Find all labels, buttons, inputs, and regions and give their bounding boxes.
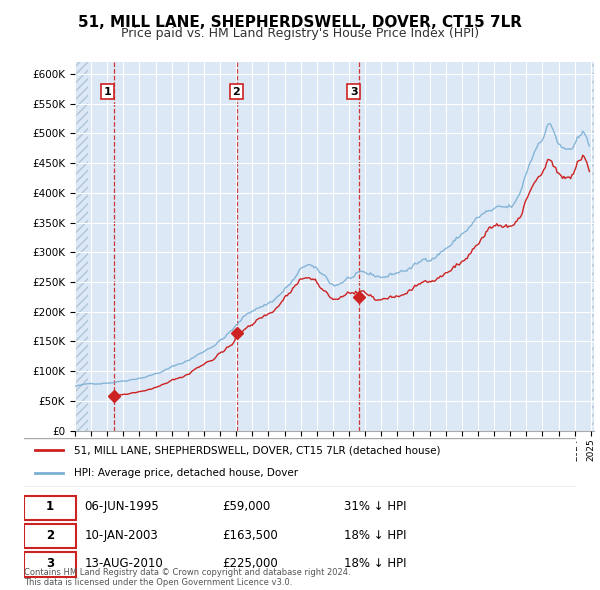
Text: 06-JUN-1995: 06-JUN-1995 [85, 500, 160, 513]
Text: Contains HM Land Registry data © Crown copyright and database right 2024.
This d: Contains HM Land Registry data © Crown c… [24, 568, 350, 587]
Bar [591, 62, 594, 431]
Bar [75, 62, 88, 431]
Text: 18% ↓ HPI: 18% ↓ HPI [344, 557, 407, 570]
Text: 3: 3 [46, 557, 54, 570]
Text: 51, MILL LANE, SHEPHERDSWELL, DOVER, CT15 7LR: 51, MILL LANE, SHEPHERDSWELL, DOVER, CT1… [78, 15, 522, 30]
Text: Price paid vs. HM Land Registry's House Price Index (HPI): Price paid vs. HM Land Registry's House … [121, 27, 479, 40]
Text: 2: 2 [46, 529, 54, 542]
Text: 51, MILL LANE, SHEPHERDSWELL, DOVER, CT15 7LR (detached house): 51, MILL LANE, SHEPHERDSWELL, DOVER, CT1… [74, 445, 440, 455]
Text: 10-JAN-2003: 10-JAN-2003 [85, 529, 158, 542]
Text: £225,000: £225,000 [223, 557, 278, 570]
Text: 1: 1 [103, 87, 111, 97]
FancyBboxPatch shape [19, 438, 581, 487]
FancyBboxPatch shape [24, 496, 76, 520]
Text: 31% ↓ HPI: 31% ↓ HPI [344, 500, 407, 513]
FancyBboxPatch shape [24, 524, 76, 548]
FancyBboxPatch shape [24, 552, 76, 577]
Text: HPI: Average price, detached house, Dover: HPI: Average price, detached house, Dove… [74, 468, 298, 478]
Text: 3: 3 [350, 87, 358, 97]
Text: 1: 1 [46, 500, 54, 513]
Text: 18% ↓ HPI: 18% ↓ HPI [344, 529, 407, 542]
Text: £163,500: £163,500 [223, 529, 278, 542]
Text: 2: 2 [232, 87, 240, 97]
Text: £59,000: £59,000 [223, 500, 271, 513]
Text: 13-AUG-2010: 13-AUG-2010 [85, 557, 163, 570]
